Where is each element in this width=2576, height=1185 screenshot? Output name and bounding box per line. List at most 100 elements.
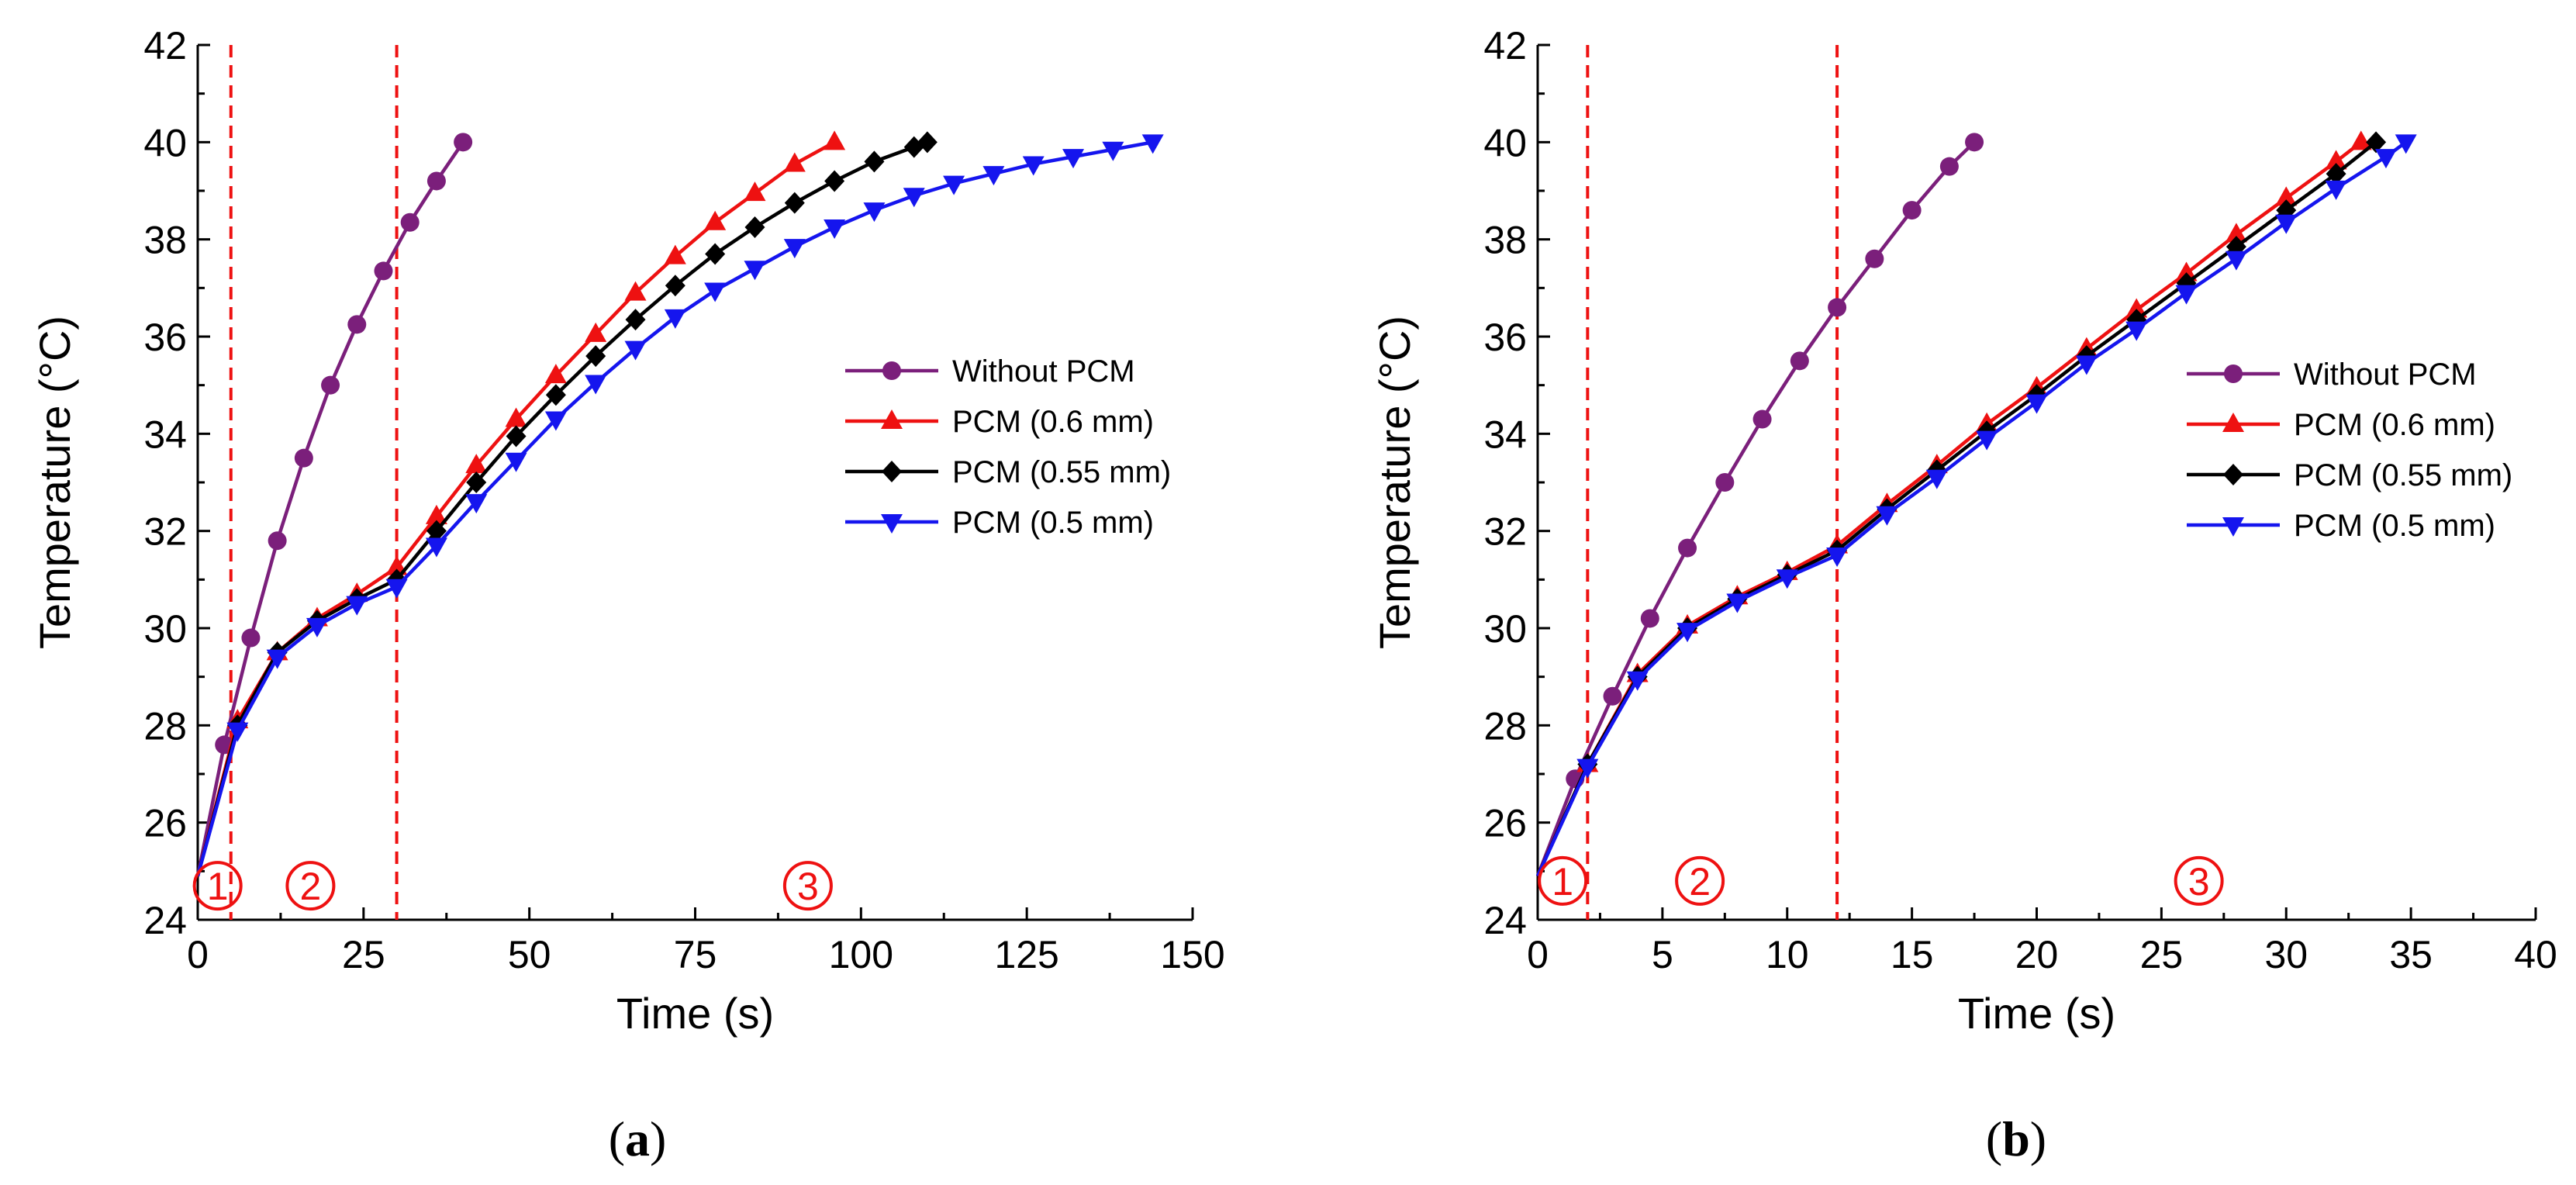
legend-entry: PCM (0.55 mm) bbox=[2187, 458, 2512, 492]
y-tick-label: 28 bbox=[1483, 704, 1527, 748]
y-axis-title: Temperature (°C) bbox=[30, 316, 79, 649]
legend-label: PCM (0.55 mm) bbox=[2294, 458, 2512, 492]
data-point bbox=[2225, 250, 2247, 271]
data-point bbox=[454, 133, 473, 152]
x-tick-label: 40 bbox=[2514, 933, 2557, 976]
y-tick-label: 40 bbox=[1483, 121, 1527, 164]
data-point bbox=[321, 375, 340, 395]
y-tick-label: 24 bbox=[143, 899, 187, 942]
y-tick-label: 26 bbox=[1483, 802, 1527, 845]
region-circle bbox=[1675, 855, 1725, 906]
data-point bbox=[1726, 593, 1749, 613]
data-point bbox=[505, 452, 527, 472]
x-tick-label: 150 bbox=[1160, 933, 1224, 976]
data-point bbox=[400, 212, 420, 232]
legend-marker bbox=[2222, 517, 2244, 537]
legend-entry: PCM (0.5 mm) bbox=[2187, 509, 2495, 543]
legend-marker bbox=[881, 514, 903, 534]
data-point bbox=[385, 579, 408, 599]
legend-entry: PCM (0.6 mm) bbox=[845, 405, 1154, 439]
y-tick-label: 38 bbox=[143, 219, 187, 262]
legend-label: Without PCM bbox=[952, 354, 1135, 389]
data-point bbox=[294, 448, 313, 468]
data-point bbox=[2225, 223, 2247, 243]
data-point bbox=[2075, 355, 2098, 375]
data-point bbox=[783, 239, 806, 259]
region-circle bbox=[285, 861, 336, 911]
data-point bbox=[2350, 130, 2372, 150]
legend-marker bbox=[882, 361, 901, 380]
legend-marker bbox=[2222, 413, 2244, 432]
data-point bbox=[544, 411, 567, 431]
data-point bbox=[1776, 569, 1798, 589]
data-point bbox=[2325, 150, 2347, 170]
region-label: 3 bbox=[2188, 860, 2210, 903]
data-point bbox=[2125, 298, 2148, 318]
data-point bbox=[1865, 249, 1884, 268]
data-point bbox=[1676, 623, 1699, 643]
x-tick-label: 5 bbox=[1652, 933, 1673, 976]
data-point bbox=[426, 520, 447, 542]
data-point bbox=[704, 210, 727, 230]
data-point bbox=[306, 617, 328, 637]
data-point bbox=[1828, 298, 1847, 317]
y-tick-label: 32 bbox=[143, 510, 187, 554]
data-point bbox=[1603, 686, 1622, 706]
x-axis-title: Time (s) bbox=[616, 989, 774, 1038]
data-point bbox=[1576, 758, 1599, 779]
data-point bbox=[1826, 548, 1849, 567]
data-point bbox=[624, 281, 647, 301]
data-point bbox=[1102, 141, 1124, 161]
y-tick-label: 42 bbox=[143, 24, 187, 67]
data-point bbox=[1678, 538, 1697, 558]
data-point bbox=[625, 309, 646, 331]
data-point bbox=[1925, 469, 1948, 489]
y-tick-label: 42 bbox=[1483, 24, 1527, 67]
data-point bbox=[744, 216, 765, 238]
legend-label: PCM (0.6 mm) bbox=[952, 405, 1154, 439]
legend-entry: PCM (0.5 mm) bbox=[845, 506, 1154, 540]
region-circle bbox=[1538, 855, 1588, 906]
x-tick-label: 25 bbox=[2140, 933, 2184, 976]
data-point bbox=[506, 425, 527, 447]
data-point bbox=[1976, 430, 1998, 451]
y-tick-label: 36 bbox=[143, 316, 187, 359]
data-point bbox=[544, 364, 567, 384]
region-circle bbox=[192, 861, 243, 911]
data-point bbox=[1141, 134, 1164, 154]
data-point bbox=[2125, 321, 2148, 341]
data-point bbox=[744, 181, 766, 202]
x-tick-label: 20 bbox=[2015, 933, 2059, 976]
data-point bbox=[824, 170, 845, 192]
data-point bbox=[425, 537, 447, 558]
data-point bbox=[1752, 409, 1772, 429]
data-point bbox=[545, 384, 566, 406]
data-point bbox=[744, 261, 766, 281]
data-point bbox=[824, 219, 846, 239]
legend-marker bbox=[2223, 464, 2243, 485]
x-tick-label: 100 bbox=[829, 933, 893, 976]
data-point bbox=[2275, 186, 2298, 206]
x-tick-label: 30 bbox=[2264, 933, 2308, 976]
data-point bbox=[2275, 214, 2298, 234]
data-point bbox=[664, 244, 686, 264]
y-tick-label: 36 bbox=[1483, 316, 1527, 359]
legend-marker bbox=[882, 461, 902, 482]
series-without-pcm bbox=[195, 133, 473, 877]
data-point bbox=[2175, 261, 2198, 282]
series-pcm-0-5-mm bbox=[1535, 134, 2417, 877]
data-point bbox=[1022, 156, 1045, 176]
region-label: 1 bbox=[207, 865, 229, 908]
data-point bbox=[824, 130, 846, 150]
data-point bbox=[585, 322, 607, 342]
data-point bbox=[1715, 473, 1735, 492]
legend-label: PCM (0.6 mm) bbox=[2294, 408, 2495, 442]
data-point bbox=[266, 649, 288, 669]
data-point bbox=[1902, 201, 1922, 220]
y-tick-label: 30 bbox=[143, 607, 187, 651]
x-tick-label: 125 bbox=[994, 933, 1058, 976]
data-point bbox=[665, 275, 685, 297]
y-tick-label: 28 bbox=[143, 704, 187, 748]
